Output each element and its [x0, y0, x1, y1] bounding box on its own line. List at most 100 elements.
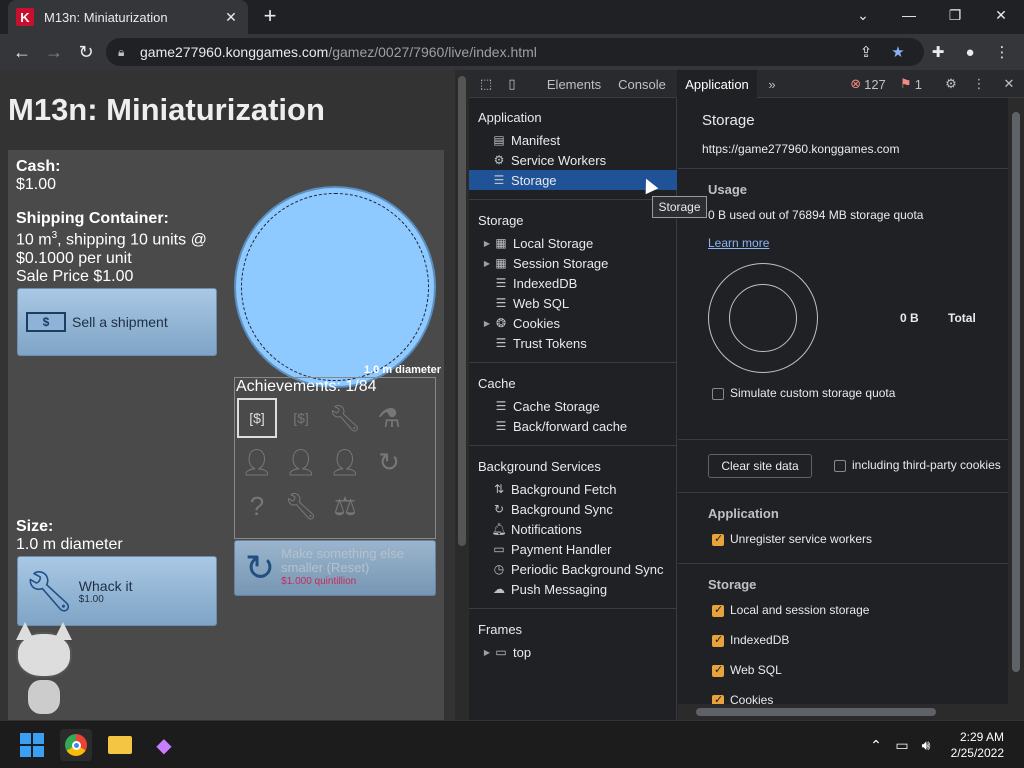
share-icon[interactable]: ⇪ — [859, 44, 873, 61]
whack-label: Whack it — [78, 577, 133, 594]
browser-tab[interactable]: K M13n: Miniaturization ✕ — [8, 0, 248, 34]
error-badge[interactable]: ⊗ 127 — [843, 70, 893, 98]
restore-button[interactable]: ❐ — [948, 6, 962, 23]
windows-taskbar: ◆ ⌃ ▭ 🔊︎ 2:29 AM 2/25/2022 — [0, 720, 1024, 768]
sidebar-item-background-sync[interactable]: ↻ Background Sync — [469, 499, 677, 519]
inspect-element-icon[interactable]: ⬚ — [479, 76, 493, 91]
file-explorer-icon[interactable] — [104, 729, 136, 761]
sidebar-item-trust-tokens[interactable]: ☰ Trust Tokens — [469, 333, 677, 353]
product-circle[interactable] — [234, 186, 436, 388]
gem-app-icon[interactable]: ◆ — [156, 734, 172, 757]
sidebar-item-periodic-sync[interactable]: ◷ Periodic Background Sync — [469, 559, 677, 579]
sidebar-item-session-storage[interactable]: ▶ ▦ Session Storage — [469, 253, 677, 273]
network-icon[interactable]: ▭ — [895, 736, 909, 753]
achievement-money-icon[interactable]: [$] — [237, 398, 277, 438]
minimize-button[interactable]: — — [902, 7, 916, 23]
expand-arrow-icon[interactable]: ▶ — [483, 238, 491, 248]
achievement-question-icon[interactable]: ? — [249, 490, 265, 521]
sidebar-item-indexeddb[interactable]: ☰ IndexedDB — [469, 273, 677, 293]
tab-close-icon[interactable]: ✕ — [225, 8, 237, 25]
close-window-button[interactable]: ✕ — [995, 6, 1007, 23]
achievement-person3-icon[interactable]: 👤︎ — [328, 446, 362, 477]
third-party-cookies-checkbox[interactable] — [834, 460, 846, 472]
whack-it-button[interactable]: 🔧︎ Whack it $1.00 — [17, 556, 217, 626]
websql-label: Web SQL — [730, 663, 782, 677]
wrench-icon: 🔧︎ — [24, 569, 75, 614]
achievement-scale-icon[interactable]: ⚖ — [333, 490, 357, 521]
bookmark-star-icon[interactable]: ★ — [891, 44, 905, 61]
sidebar-item-bfcache[interactable]: ☰ Back/forward cache — [469, 416, 677, 436]
sidebar-item-notifications[interactable]: 🔔︎ Notifications — [491, 521, 582, 537]
achievement-person-icon[interactable]: 👤︎ — [240, 446, 274, 477]
whack-cost: $1.00 — [78, 593, 104, 605]
sidebar-item-background-fetch[interactable]: ⇅ Background Fetch — [469, 479, 677, 499]
device-toolbar-icon[interactable]: ▯ — [508, 76, 516, 91]
reset-label-group: Make something else smaller (Reset) $1.0… — [281, 547, 404, 589]
cookies-checkbox[interactable] — [712, 693, 724, 704]
unregister-sw-checkbox[interactable] — [712, 532, 724, 546]
storage-vertical-scrollbar[interactable] — [1008, 98, 1024, 704]
achievement-money2-icon[interactable]: [$] — [293, 410, 309, 426]
tab-application[interactable]: Application — [677, 70, 757, 98]
page-scrollbar[interactable] — [455, 70, 469, 720]
back-icon[interactable]: ← — [13, 41, 31, 62]
cookies-label: Cookies — [730, 693, 774, 704]
sidebar-item-payment-handler[interactable]: ▭ Payment Handler — [469, 539, 677, 559]
reset-button[interactable]: ↻ Make something else smaller (Reset) $1… — [234, 540, 436, 596]
chrome-taskbar-icon[interactable] — [60, 729, 92, 761]
sidebar-item-push-messaging[interactable]: ☁ Push Messaging — [493, 581, 608, 597]
sidebar-item-cookies[interactable]: ▶ ❂ Cookies — [469, 313, 677, 333]
achievement-wrench-icon[interactable]: 🔧︎ — [328, 402, 362, 433]
windows-start-icon[interactable] — [16, 729, 48, 761]
tab-search-icon[interactable]: ⌄ — [857, 6, 869, 23]
more-tabs-icon[interactable]: » — [768, 76, 776, 92]
indexeddb-checkbox[interactable] — [712, 633, 724, 647]
storage-horizontal-scrollbar[interactable] — [678, 704, 1024, 720]
sidebar-item-manifest[interactable]: ▤ Manifest — [469, 130, 677, 150]
url-path: /gamez/0027/7960/live/index.html — [328, 44, 537, 60]
url-host: game277960.konggames.com — [140, 44, 329, 60]
sidebar-item-frame-top[interactable]: ▶ ▭ top — [469, 642, 677, 662]
omnibox[interactable]: 🔒︎ game277960.konggames.com/gamez/0027/7… — [106, 38, 924, 66]
sidebar-item-cache-storage[interactable]: ☰ Cache Storage — [469, 396, 677, 416]
sidebar-item-local-storage[interactable]: ▶ ▦ Local Storage — [469, 233, 677, 253]
database-icon: ☰ — [495, 296, 507, 310]
profile-icon[interactable]: ● — [965, 43, 975, 61]
database-icon: ☰ — [495, 419, 507, 433]
achievement-reset-icon[interactable]: ↻ — [378, 446, 400, 477]
sell-shipment-button[interactable]: $ Sell a shipment — [17, 288, 217, 356]
sidebar-item-web-sql[interactable]: ☰ Web SQL — [469, 293, 677, 313]
arrows-updown-icon: ⇅ — [493, 482, 505, 496]
devtools-menu-icon[interactable]: ⋮ — [972, 76, 986, 91]
clear-site-data-button[interactable]: Clear site data — [708, 454, 812, 478]
expand-arrow-icon[interactable]: ▶ — [483, 318, 491, 328]
expand-arrow-icon[interactable]: ▶ — [483, 258, 491, 268]
tab-console[interactable]: Console — [618, 76, 666, 92]
sidebar-item-storage[interactable]: ☰ Storage — [469, 170, 677, 190]
achievement-tools-icon[interactable]: 🔧︎ — [284, 490, 318, 521]
simulate-quota-checkbox[interactable] — [712, 388, 724, 400]
extensions-icon[interactable]: ✚ — [931, 44, 945, 61]
sidebar-header-frames: Frames — [478, 622, 523, 637]
learn-more-link[interactable]: Learn more — [708, 236, 770, 250]
size-value: 1.0 m diameter — [16, 536, 123, 553]
new-tab-button[interactable]: + — [263, 3, 277, 28]
reload-icon[interactable]: ↻ — [78, 41, 94, 62]
show-hidden-icons-icon[interactable]: ⌃ — [870, 736, 882, 753]
clock-date: 2/25/2022 — [950, 746, 1004, 760]
issues-badge[interactable]: ⚑ 1 — [893, 70, 929, 98]
sidebar-item-service-workers[interactable]: ⚙ Service Workers — [469, 150, 677, 170]
local-session-checkbox[interactable] — [712, 603, 724, 617]
forward-icon[interactable]: → — [45, 41, 63, 62]
close-devtools-icon[interactable]: ✕ — [1003, 76, 1015, 91]
tab-elements[interactable]: Elements — [546, 76, 602, 92]
achievement-person2-icon[interactable]: 👤︎ — [284, 446, 318, 477]
reset-cycle-icon: ↻ — [245, 547, 276, 588]
achievement-flask-icon[interactable]: ⚗ — [377, 402, 401, 433]
expand-arrow-icon[interactable]: ▶ — [483, 647, 491, 657]
settings-gear-icon[interactable]: ⚙ — [945, 76, 957, 91]
volume-icon[interactable]: 🔊︎ — [921, 736, 931, 753]
menu-icon[interactable]: ⋮ — [994, 44, 1010, 61]
taskbar-clock[interactable]: 2:29 AM 2/25/2022 — [951, 729, 1004, 761]
websql-checkbox[interactable] — [712, 663, 724, 677]
